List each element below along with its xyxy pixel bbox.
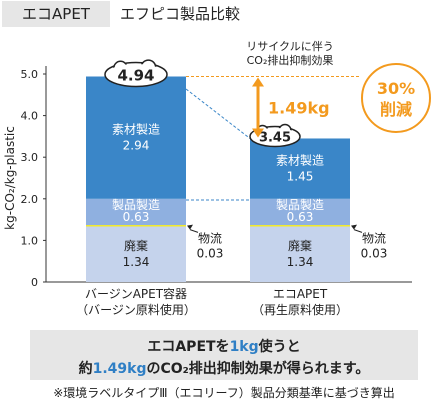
reduction-caption-2: CO₂排出抑制効果 <box>247 53 334 67</box>
segment-value-label: 1.45 <box>287 170 314 184</box>
cloud-fill <box>115 65 126 74</box>
segment-value-label: 2.94 <box>123 139 150 153</box>
segment-value-label: 0.63 <box>123 210 150 224</box>
total-label-virgin: 4.94 <box>117 66 154 84</box>
connector-line-sozai <box>185 88 251 139</box>
reduction-amount: 1.49kg <box>268 98 330 117</box>
bar-segment <box>86 225 186 227</box>
y-axis-label: kg-CO₂/kg-plastic <box>3 126 17 230</box>
logistics-pointer-arrow <box>351 224 357 230</box>
bar-segment <box>250 138 350 199</box>
logistics-pointer-line <box>189 229 199 233</box>
reduction-percent: 30% <box>377 79 415 98</box>
segment-value-label: 1.34 <box>123 255 150 269</box>
summary-text-f: のCO₂排出抑制効果が得られます。 <box>146 361 370 377</box>
segment-value-label: 0.03 <box>361 246 388 260</box>
reduction-arrow-head-down <box>252 128 264 138</box>
reduction-caption: リサイクルに伴う <box>246 40 333 53</box>
bar-segment <box>250 226 350 282</box>
segment-series-label: 物流 <box>198 231 222 245</box>
segment-series-label: 廃棄 <box>124 238 148 253</box>
footnote: ※環境ラベルタイプⅢ（エコリーフ）製品分類基準に基づき算出 <box>53 386 395 400</box>
summary-line-1: エコAPETを1kg使うと <box>30 336 418 356</box>
logistics-pointer-arrow <box>187 224 193 230</box>
segment-value-label: 0.03 <box>197 246 224 260</box>
bar-segment <box>86 226 186 282</box>
segment-series-label: 製品製造 <box>112 198 160 212</box>
summary-highlight-amount: 1.49kg <box>92 361 147 377</box>
header-title: エフピコ製品比較 <box>120 5 241 23</box>
summary-line-2: 約1.49kgのCO₂排出抑制効果が得られます。 <box>30 358 418 378</box>
y-tick-label: 4.0 <box>21 110 39 123</box>
cloud-fill <box>142 64 155 75</box>
header-tag: エコAPET <box>2 1 110 27</box>
summary-text-d: 約 <box>78 361 93 377</box>
cloud-fill <box>280 128 290 137</box>
co2-chart: 0 1.0 2.0 3.0 4.0 5.0 kg-CO₂/kg-plastic バージンAPE… <box>3 40 431 317</box>
summary-text-a: エコAPETを <box>147 339 230 355</box>
total-bubble-virgin <box>104 59 168 88</box>
summary-text-c: 使うと <box>258 339 301 355</box>
y-tick-label: 0 <box>31 276 38 289</box>
segment-series-label: 素材製造 <box>276 154 324 168</box>
bar-segment <box>250 225 350 227</box>
summary-box: エコAPETを1kg使うと 約1.49kgのCO₂排出抑制効果が得られます。 <box>30 330 418 380</box>
summary-highlight-1kg: 1kg <box>229 339 259 355</box>
segment-value-label: 0.63 <box>287 210 314 224</box>
x-tick-label-sub: （再生原料使用） <box>252 302 348 317</box>
x-tick-label: エコAPET <box>273 287 328 301</box>
y-tick-label: 1.0 <box>21 234 39 247</box>
bar-segment <box>86 76 186 199</box>
x-tick-label-sub: （バージン原料使用） <box>76 302 196 317</box>
header: エコAPET エフピコ製品比較 <box>0 0 448 30</box>
segment-series-label: 製品製造 <box>276 198 324 212</box>
y-tick-label: 2.0 <box>21 193 39 206</box>
reduction-badge <box>361 63 431 133</box>
segment-series-label: 物流 <box>362 231 386 245</box>
logistics-pointer-line <box>353 229 363 233</box>
total-label-eco: 3.45 <box>259 130 291 145</box>
segment-series-label: 素材製造 <box>112 123 160 137</box>
y-tick-label: 3.0 <box>21 151 39 164</box>
segment-value-label: 1.34 <box>287 255 314 269</box>
total-bubble-eco <box>249 123 301 148</box>
x-tick-label: バージンAPET容器 <box>85 286 187 301</box>
segment-series-label: 廃棄 <box>288 238 312 253</box>
bar-segment <box>86 198 186 226</box>
reduction-arrow-head-up <box>252 77 264 87</box>
bar-segment <box>250 198 350 226</box>
reduction-percent-label: 削減 <box>380 100 412 119</box>
y-tick-label: 5.0 <box>21 68 39 81</box>
